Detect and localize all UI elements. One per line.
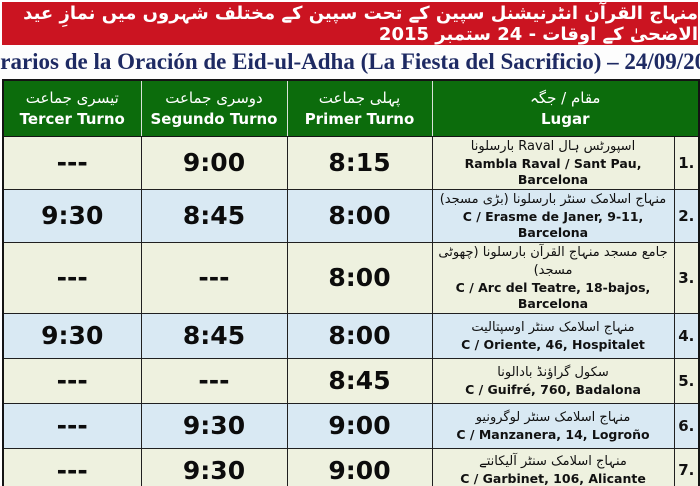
tercer-time: ---: [2, 135, 142, 190]
header-tercer-turno: تیسری جماعت Tercer Turno: [2, 79, 142, 137]
location-urdu: منہاج اسلامک سنٹر لوگرونیو: [475, 409, 631, 425]
header-segundo-turno: دوسری جماعت Segundo Turno: [140, 79, 288, 137]
location-cell: سکول گراؤنڈ بادالونا C / Guifré, 760, Ba…: [431, 357, 675, 404]
table-row: 9:30 8:45 8:00 منہاج اسلامک سنٹر بارسلون…: [2, 188, 700, 243]
primer-time: 9:00: [286, 447, 433, 486]
header-lugar: مقام / جگہ Lugar: [431, 79, 700, 137]
location-cell: جامع مسجد منہاج القرآن بارسلونا (چھوٹی م…: [431, 241, 675, 314]
location-cell: منہاج اسلامک سنٹر اوسپتالیت C / Oriente,…: [431, 312, 675, 359]
segundo-time: 8:45: [140, 312, 288, 359]
location-cell: منہاج اسلامک سنٹر لوگرونیو C / Manzanera…: [431, 402, 675, 449]
page-title: Horarios de la Oración de Eid-ul-Adha (L…: [0, 49, 700, 74]
banner-text: منہاج القرآن انٹرنیشنل سپین کے تحت سپین …: [23, 2, 698, 45]
table-header: تیسری جماعت Tercer Turno دوسری جماعت Seg…: [2, 79, 700, 137]
location-urdu: منہاج اسلامک سنٹر آلیکانتے: [479, 454, 627, 470]
row-number: 3.: [673, 241, 700, 314]
location-address: C / Manzanera, 14, Logroño: [456, 426, 650, 442]
table-row: --- 9:00 8:15 اسپورٹس ہال Raval بارسلونا…: [2, 135, 700, 190]
header-row: تیسری جماعت Tercer Turno دوسری جماعت Seg…: [2, 79, 700, 137]
location-urdu: منہاج اسلامک سنٹر بارسلونا (بڑی مسجد): [439, 191, 667, 207]
tercer-time: ---: [2, 447, 142, 486]
location-urdu: منہاج اسلامک سنٹر اوسپتالیت: [471, 319, 635, 335]
location-cell: منہاج اسلامک سنٹر بارسلونا (بڑی مسجد) C …: [431, 188, 675, 243]
primer-time: 9:00: [286, 402, 433, 449]
segundo-time: 9:00: [140, 135, 288, 190]
header-tercer-urdu: تیسری جماعت: [25, 89, 119, 108]
header-lugar-es: Lugar: [541, 110, 590, 129]
tercer-time: ---: [2, 402, 142, 449]
location-urdu: اسپورٹس ہال Raval بارسلونا: [470, 138, 636, 154]
primer-time: 8:00: [286, 188, 433, 243]
row-number: 6.: [673, 402, 700, 449]
table-row: --- --- 8:45 سکول گراؤنڈ بادالونا C / Gu…: [2, 357, 700, 404]
prayer-times-table: تیسری جماعت Tercer Turno دوسری جماعت Seg…: [2, 79, 700, 486]
segundo-time: 8:45: [140, 188, 288, 243]
location-urdu: سکول گراؤنڈ بادالونا: [497, 364, 609, 380]
location-address: C / Arc del Teatre, 18-bajos, Barcelona: [455, 279, 651, 311]
row-number: 4.: [673, 312, 700, 359]
location-cell: منہاج اسلامک سنٹر آلیکانتے C / Garbinet,…: [431, 447, 675, 486]
row-number: 5.: [673, 357, 700, 404]
location-urdu: جامع مسجد منہاج القرآن بارسلونا (چھوٹی م…: [438, 244, 668, 278]
row-number: 7.: [673, 447, 700, 486]
segundo-time: ---: [140, 241, 288, 314]
row-number: 2.: [673, 188, 700, 243]
primer-time: 8:00: [286, 312, 433, 359]
tercer-time: 9:30: [2, 312, 142, 359]
table-row: --- --- 8:00 جامع مسجد منہاج القرآن بارس…: [2, 241, 700, 314]
segundo-time: 9:30: [140, 402, 288, 449]
header-segundo-es: Segundo Turno: [150, 110, 278, 129]
page-title-bar: Horarios de la Oración de Eid-ul-Adha (L…: [0, 45, 700, 79]
header-primer-urdu: پہلی جماعت: [318, 89, 401, 108]
location-cell: اسپورٹس ہال Raval بارسلونا Rambla Raval …: [431, 135, 675, 190]
header-lugar-urdu: مقام / جگہ: [530, 89, 601, 108]
tercer-time: ---: [2, 241, 142, 314]
row-number: 1.: [673, 135, 700, 190]
header-segundo-urdu: دوسری جماعت: [165, 89, 263, 108]
header-tercer-es: Tercer Turno: [19, 110, 125, 129]
banner-urdu-title: منہاج القرآن انٹرنیشنل سپین کے تحت سپین …: [2, 2, 698, 45]
table-row: --- 9:30 9:00 منہاج اسلامک سنٹر آلیکانتے…: [2, 447, 700, 486]
header-primer-es: Primer Turno: [304, 110, 415, 129]
segundo-time: ---: [140, 357, 288, 404]
location-address: C / Oriente, 46, Hospitalet: [461, 336, 645, 352]
tercer-time: 9:30: [2, 188, 142, 243]
location-address: Rambla Raval / Sant Pau, Barcelona: [464, 155, 642, 187]
primer-time: 8:45: [286, 357, 433, 404]
location-address: C / Guifré, 760, Badalona: [465, 381, 641, 397]
table-row: --- 9:30 9:00 منہاج اسلامک سنٹر لوگرونیو…: [2, 402, 700, 449]
table-body: --- 9:00 8:15 اسپورٹس ہال Raval بارسلونا…: [2, 135, 700, 486]
table-row: 9:30 8:45 8:00 منہاج اسلامک سنٹر اوسپتال…: [2, 312, 700, 359]
primer-time: 8:00: [286, 241, 433, 314]
segundo-time: 9:30: [140, 447, 288, 486]
primer-time: 8:15: [286, 135, 433, 190]
location-address: C / Garbinet, 106, Alicante: [460, 471, 646, 486]
location-address: C / Erasme de Janer, 9-11, Barcelona: [462, 208, 644, 240]
tercer-time: ---: [2, 357, 142, 404]
header-primer-turno: پہلی جماعت Primer Turno: [286, 79, 433, 137]
